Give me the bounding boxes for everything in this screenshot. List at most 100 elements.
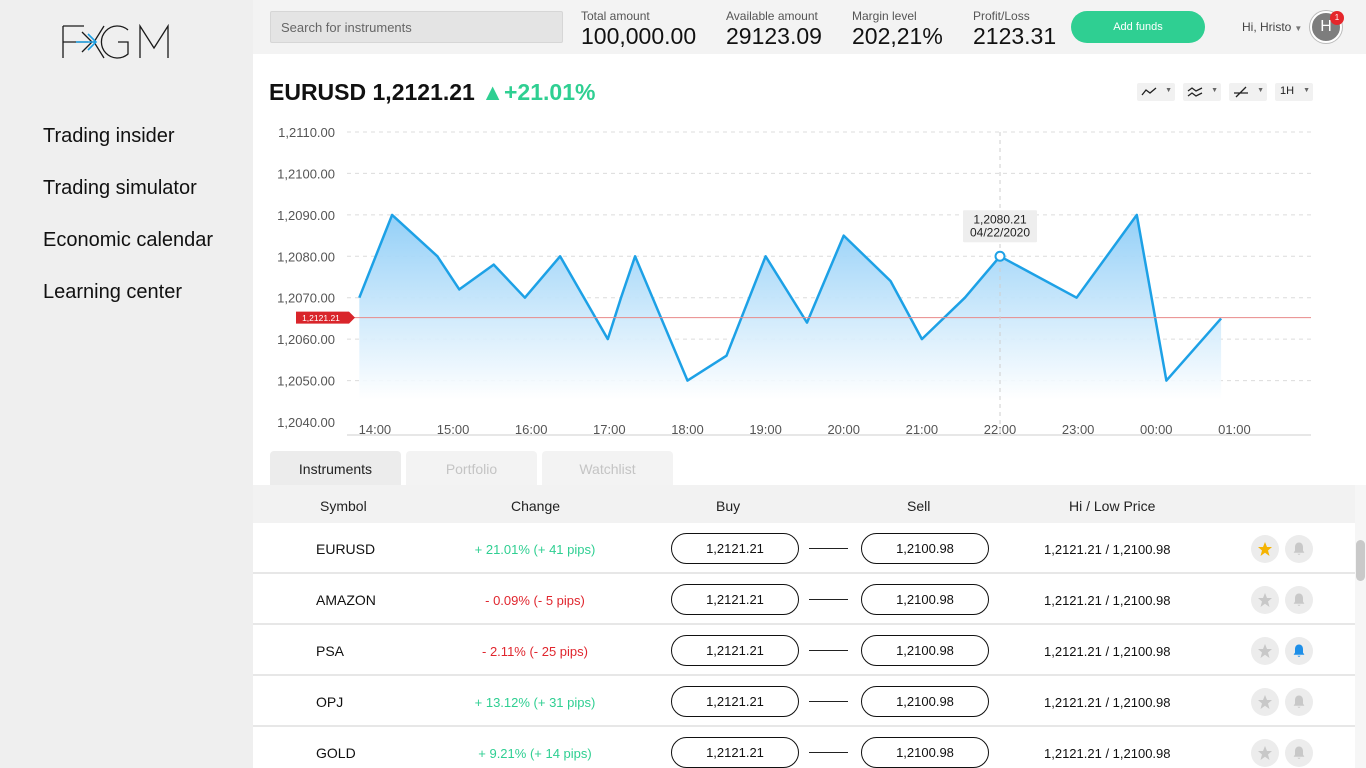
nav-item-trading-simulator[interactable]: Trading simulator — [43, 177, 197, 199]
search-input[interactable] — [270, 11, 563, 43]
favorite-toggle[interactable] — [1251, 739, 1279, 767]
user-greeting: Hi, Hristo — [1242, 20, 1292, 34]
x-tick-label: 19:00 — [749, 422, 782, 437]
column-header-sell: Sell — [907, 498, 931, 514]
add-funds-button[interactable]: Add funds — [1071, 11, 1205, 43]
buy-button[interactable]: 1,2121.21 — [671, 635, 799, 666]
row-change: + 21.01% (+ 41 pips) — [474, 542, 596, 557]
table-row[interactable]: OPJ + 13.12% (+ 31 pips) 1,2121.21 1,2100.9… — [253, 676, 1356, 727]
buy-button[interactable]: 1,2121.21 — [671, 737, 799, 768]
user-menu[interactable]: Hi, Hristo ▼ — [1242, 20, 1302, 34]
row-change: - 0.09% (- 5 pips) — [485, 593, 585, 608]
price-separator — [809, 701, 848, 702]
tooltip-date: 04/22/2020 — [970, 225, 1030, 239]
row-symbol: GOLD — [316, 745, 356, 761]
row-hi-low: 1,2121.21 / 1,2100.98 — [1044, 695, 1171, 710]
tooltip-point[interactable] — [994, 250, 1006, 262]
line-chart-type-selector[interactable]: ▼ — [1137, 83, 1175, 101]
price-chart[interactable]: 1,2040.00 1,2050.00 1,2060.00 1,2070.00 1,20… — [253, 110, 1366, 445]
x-tick-label: 17:00 — [593, 422, 626, 437]
sell-button[interactable]: 1,2100.98 — [861, 737, 989, 768]
price-alert-toggle[interactable] — [1285, 535, 1313, 563]
table-row[interactable]: PSA - 2.11% (- 25 pips) 1,2121.21 1,2100.98… — [253, 625, 1356, 676]
main-nav: Trading insider Trading simulator Econom… — [43, 124, 213, 332]
buy-button[interactable]: 1,2121.21 — [671, 533, 799, 564]
series-line — [358, 213, 1223, 382]
profit-loss-stat: Profit/Loss 2123.31 — [973, 9, 1056, 49]
chevron-down-icon: ▼ — [1294, 24, 1303, 33]
line-chart-icon — [1141, 87, 1157, 96]
tab-portfolio[interactable]: Portfolio — [406, 451, 537, 485]
bell-icon — [1293, 695, 1305, 708]
buy-button[interactable]: 1,2121.21 — [671, 584, 799, 615]
price-alert-toggle[interactable] — [1285, 739, 1313, 767]
y-tick-label: 1,2090.00 — [277, 208, 335, 223]
sell-button[interactable]: 1,2100.98 — [861, 584, 989, 615]
sell-button[interactable]: 1,2100.98 — [861, 635, 989, 666]
trendline-icon — [1234, 86, 1248, 98]
row-hi-low: 1,2121.21 / 1,2100.98 — [1044, 746, 1171, 761]
tab-instruments[interactable]: Instruments — [270, 451, 401, 486]
drawing-tool-selector[interactable]: ▼ — [1229, 83, 1267, 101]
favorite-toggle[interactable] — [1251, 637, 1279, 665]
stat-value: 2123.31 — [973, 23, 1057, 49]
bell-icon — [1293, 746, 1305, 759]
stat-label: Profit/Loss — [973, 9, 1030, 23]
instrument-price: 1,2121.21 — [372, 79, 475, 105]
instruments-table-body: EURUSD + 21.01% (+ 41 pips) 1,2121.21 1,210… — [253, 523, 1356, 768]
y-tick-label: 1,2050.00 — [277, 374, 335, 389]
price-separator — [809, 650, 848, 651]
x-tick-label: 14:00 — [359, 422, 392, 437]
series-area — [359, 214, 1222, 400]
table-row[interactable]: AMAZON - 0.09% (- 5 pips) 1,2121.21 1,2100.… — [253, 574, 1356, 625]
instrument-title: EURUSD 1,2121.21 ▲+21.01% — [269, 79, 595, 106]
y-tick-label: 1,2070.00 — [277, 291, 335, 306]
price-separator — [809, 752, 848, 753]
instrument-change: +21.01% — [504, 79, 596, 105]
y-tick-label: 1,2100.00 — [277, 166, 335, 181]
timeframe-value: 1H — [1280, 85, 1295, 97]
table-row[interactable]: GOLD + 9.21% (+ 14 pips) 1,2121.21 1,2100.9… — [253, 727, 1356, 768]
price-alert-toggle[interactable] — [1285, 637, 1313, 665]
x-tick-label: 15:00 — [437, 422, 470, 437]
table-row[interactable]: EURUSD + 21.01% (+ 41 pips) 1,2121.21 1,210… — [253, 523, 1356, 574]
timeframe-selector[interactable]: 1H ▼ — [1275, 83, 1313, 101]
current-price-tag — [296, 311, 355, 324]
favorite-toggle[interactable] — [1251, 688, 1279, 716]
indicator-selector[interactable]: ▼ — [1183, 83, 1221, 101]
row-hi-low: 1,2121.21 / 1,2100.98 — [1044, 644, 1171, 659]
nav-item-learning-center[interactable]: Learning center — [43, 281, 182, 303]
buy-button[interactable]: 1,2121.21 — [671, 686, 799, 717]
row-change: + 13.12% (+ 31 pips) — [474, 695, 596, 710]
sell-button[interactable]: 1,2100.98 — [861, 686, 989, 717]
y-tick-label: 1,2080.00 — [277, 249, 335, 264]
price-alert-toggle[interactable] — [1285, 586, 1313, 614]
tooltip-value: 1,2080.21 — [973, 212, 1027, 226]
price-alert-toggle[interactable] — [1285, 688, 1313, 716]
nav-item-economic-calendar[interactable]: Economic calendar — [43, 229, 214, 251]
table-scrollbar[interactable] — [1355, 485, 1366, 768]
column-header-hi-low: Hi / Low Price — [1069, 498, 1156, 514]
favorite-toggle[interactable] — [1251, 535, 1279, 563]
column-header-symbol: Symbol — [320, 498, 367, 514]
stat-value: 100,000.00 — [581, 23, 697, 49]
favorite-toggle[interactable] — [1251, 586, 1279, 614]
y-tick-label: 1,2060.00 — [277, 332, 335, 347]
tooltip-box — [963, 210, 1038, 243]
sell-button[interactable]: 1,2100.98 — [861, 533, 989, 564]
row-hi-low: 1,2121.21 / 1,2100.98 — [1044, 593, 1171, 608]
x-tick-label: 16:00 — [515, 422, 548, 437]
x-tick-label: 18:00 — [671, 422, 704, 437]
total-amount-stat: Total amount 100,000.00 — [581, 9, 696, 49]
stat-value: 29123.09 — [726, 23, 822, 49]
chevron-down-icon: ▼ — [1303, 87, 1310, 94]
scrollbar-thumb[interactable] — [1356, 540, 1365, 581]
available-amount-stat: Available amount 29123.09 — [726, 9, 822, 49]
stat-label: Available amount — [726, 9, 818, 23]
price-separator — [809, 599, 848, 600]
tab-watchlist[interactable]: Watchlist — [542, 451, 673, 485]
row-symbol: AMAZON — [316, 592, 376, 608]
x-tick-label: 21:00 — [906, 422, 939, 437]
nav-item-trading-insider[interactable]: Trading insider — [43, 125, 175, 147]
column-header-change: Change — [511, 498, 561, 514]
